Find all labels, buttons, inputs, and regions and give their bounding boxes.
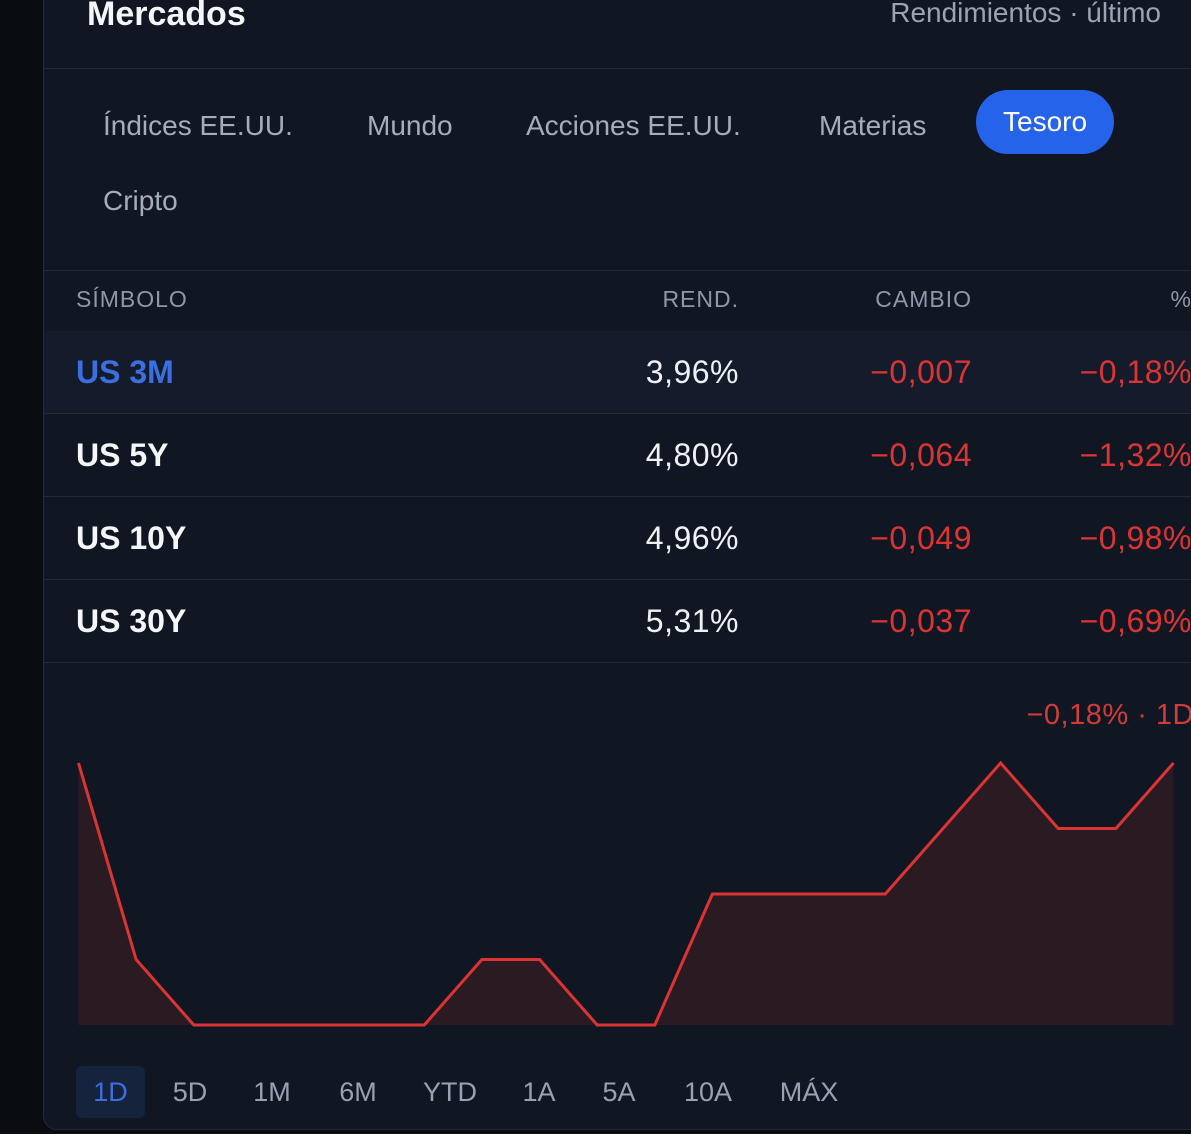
row-symbol: US 10Y [76,520,187,556]
row-yield: 4,96% [645,520,739,556]
row-yield: 5,31% [645,603,739,639]
row-percent: −0,18% [1079,354,1191,390]
panel-header: Mercados Rendimientos · último [44,0,1191,69]
chart-area-fill [78,763,1174,1025]
row-symbol: US 3M [76,354,174,390]
row-change: −0,037 [870,603,972,639]
range-10a-button[interactable]: 10A [683,1077,733,1107]
row-yield: 4,80% [645,437,739,473]
range-ytd-button[interactable]: YTD [423,1077,477,1107]
range-1d-button[interactable]: 1D [76,1066,145,1118]
column-header-yield: REND. [662,286,739,312]
row-change: −0,007 [870,354,972,390]
column-header-symbol: SÍMBOLO [76,286,188,312]
row-percent: −0,98% [1079,520,1191,556]
range-max-button[interactable]: MÁX [779,1077,839,1107]
markets-panel: Mercados Rendimientos · último Índices E… [43,0,1191,1130]
range-selector: 1D 5D 1M 6M YTD 1A 5A 10A MÁX [44,1066,1191,1118]
column-header-percent: % [1170,286,1191,312]
tab-tesoro[interactable]: Tesoro [976,90,1115,154]
page-title: Mercados [87,0,246,33]
column-header-change: CAMBIO [875,286,972,312]
range-5a-button[interactable]: 5A [602,1077,636,1107]
tab-mundo[interactable]: Mundo [367,110,453,141]
range-6m-button[interactable]: 6M [339,1077,377,1107]
range-1a-button[interactable]: 1A [522,1077,556,1107]
row-percent: −1,32% [1079,437,1191,473]
tab-cripto[interactable]: Cripto [103,185,178,216]
range-5d-button[interactable]: 5D [172,1077,208,1107]
chart-change-label: −0,18% · 1D [1026,699,1191,731]
table-row[interactable]: US 10Y 4,96% −0,049 −0,98% [44,497,1191,580]
row-yield: 3,96% [645,354,739,390]
row-change: −0,064 [870,437,972,473]
chart-line [77,760,1175,1027]
row-percent: −0,69% [1079,603,1191,639]
price-chart [77,760,1175,1027]
table-row[interactable]: US 3M 3,96% −0,007 −0,18% [44,331,1191,414]
panel-subtitle: Rendimientos · último [890,0,1161,28]
table-header: SÍMBOLO REND. CAMBIO % [44,270,1191,332]
tab-materias[interactable]: Materias [819,110,927,141]
range-1m-button[interactable]: 1M [253,1077,291,1107]
left-gutter [0,0,44,1134]
table-row[interactable]: US 5Y 4,80% −0,064 −1,32% [44,414,1191,497]
tab-indices-eeuu[interactable]: Índices EE.UU. [103,110,293,141]
market-tabs: Índices EE.UU. Mundo Acciones EE.UU. Mat… [44,88,1191,271]
row-symbol: US 30Y [76,603,187,639]
tab-acciones-eeuu[interactable]: Acciones EE.UU. [526,110,741,141]
table-row[interactable]: US 30Y 5,31% −0,037 −0,69% [44,580,1191,663]
row-change: −0,049 [870,520,972,556]
row-symbol: US 5Y [76,437,169,473]
